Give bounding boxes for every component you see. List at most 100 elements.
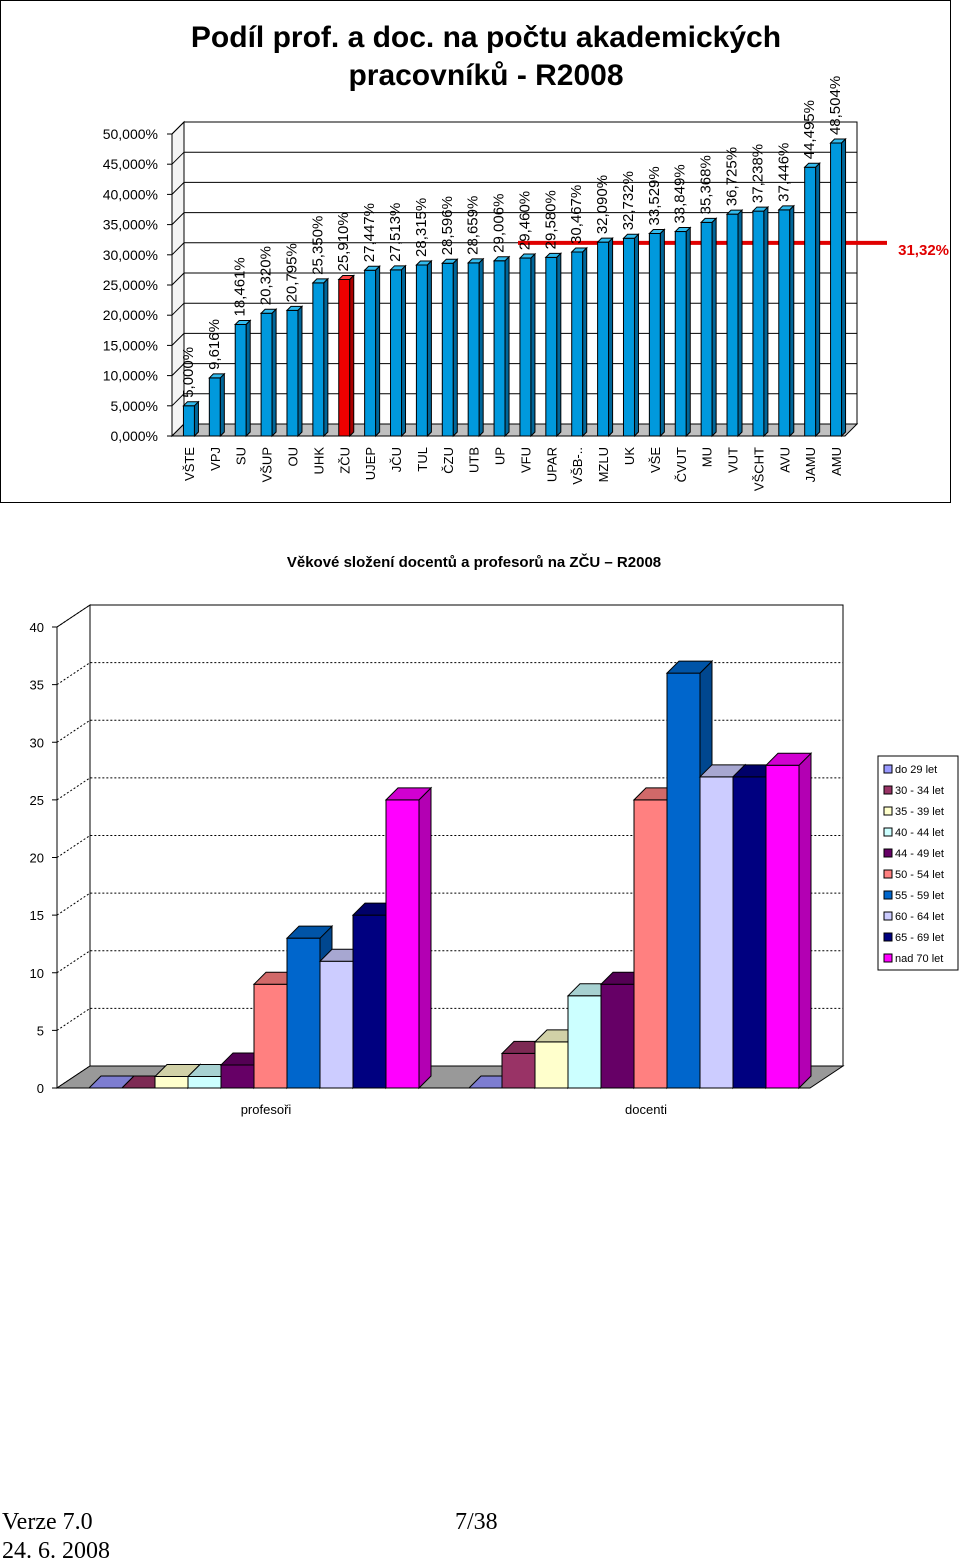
- chart2-bar-face: [253, 983, 288, 1089]
- chart1-data-label: 27,513%: [387, 203, 404, 262]
- chart1-category-label: JAMU: [803, 447, 818, 482]
- chart1-category-label: ČZU: [441, 447, 456, 474]
- chart2-bar-face: [220, 1064, 255, 1089]
- chart2-y-tick-label: 0: [37, 1081, 44, 1096]
- chart1-y-tick-label: 10,000%: [103, 368, 158, 384]
- chart2-legend-swatch: [883, 806, 893, 816]
- chart1-category-label: VŠTE: [182, 447, 197, 481]
- chart2-legend-label: 40 - 44 let: [895, 827, 944, 839]
- chart2-legend-swatch: [883, 848, 893, 858]
- chart1-category-label: VUT: [726, 447, 741, 473]
- chart2-bar-top: [384, 787, 433, 801]
- chart1-y-tick-label: 50,000%: [103, 126, 158, 142]
- chart2-y-tick-label: 25: [30, 793, 44, 808]
- chart1-bar-side: [530, 252, 536, 438]
- chart1-bar-side: [633, 233, 639, 438]
- chart2-gridline: [56, 662, 843, 686]
- chart1-category-label: MZLU: [596, 447, 611, 482]
- chart1-bar: [182, 400, 200, 438]
- chart1-bar: [570, 246, 588, 438]
- chart2-legend-swatch: [883, 911, 893, 921]
- chart2-legend-swatch: [883, 953, 893, 963]
- chart1-bar: [337, 274, 355, 438]
- chart2-y-tick-label: 10: [30, 966, 44, 981]
- chart1-reference-label: 31,32%: [898, 242, 949, 259]
- chart1-data-label: 29,460%: [516, 191, 533, 250]
- chart1-bar-side: [608, 236, 614, 438]
- chart1-title-line: Podíl prof. a doc. na počtu akademických: [191, 21, 781, 54]
- chart2-legend-label: 30 - 34 let: [895, 785, 944, 797]
- chart2-legend-label: do 29 let: [895, 764, 937, 776]
- chart1-data-label: 30,467%: [568, 185, 585, 244]
- chart2-bar-top: [285, 925, 334, 939]
- chart1-gridline: [171, 212, 857, 225]
- chart2-bar-side: [798, 752, 812, 1090]
- chart1-bar-side: [245, 319, 251, 438]
- chart1-bar: [622, 233, 640, 438]
- chart1-bar-side: [556, 252, 562, 438]
- chart1-bar: [699, 217, 718, 438]
- chart1-category-label: VPJ: [208, 447, 223, 471]
- chart2-bar-face: [187, 1075, 222, 1089]
- chart1-category-label: UPAR: [544, 447, 559, 482]
- chart1-category-label: UJEP: [363, 447, 378, 480]
- chart1-data-label: 35,368%: [698, 155, 715, 214]
- chart1-data-label: 25,910%: [335, 212, 352, 271]
- chart1-bar-side: [349, 274, 355, 438]
- chart2-title: Věkové složení docentů a profesorů na ZČ…: [287, 553, 661, 571]
- chart1-category-label: ČVUT: [674, 447, 689, 482]
- chart2-gridline: [56, 892, 843, 916]
- chart2-bar-face: [600, 983, 635, 1089]
- chart1-bar: [389, 264, 407, 438]
- footer-date: 24. 6. 2008: [2, 1538, 110, 1564]
- chart1-category-label: OU: [285, 447, 300, 467]
- chart1-title-line: pracovníků - R2008: [348, 59, 623, 92]
- chart2-bar-face: [352, 914, 387, 1089]
- chart1-y-tick-label: 45,000%: [103, 156, 158, 172]
- chart1-category-label: UP: [493, 447, 508, 465]
- chart1-frame: [0, 0, 951, 503]
- chart1-data-label: 32,732%: [620, 171, 637, 230]
- chart1-bar: [415, 259, 433, 438]
- chart1-category-label: MU: [700, 447, 715, 467]
- chart2-category-label: profesoři: [241, 1102, 292, 1117]
- chart1-category-label: JČU: [389, 447, 404, 472]
- chart1-bar-side: [452, 258, 458, 438]
- chart1-bar-side: [763, 205, 769, 438]
- chart1-category-label: TUL: [415, 447, 430, 472]
- chart1-data-label: 37,446%: [775, 143, 792, 202]
- chart1-bar-side: [478, 257, 484, 438]
- chart1-bar-side: [841, 137, 847, 438]
- chart1-bar-side: [193, 400, 199, 438]
- chart1-bar: [492, 255, 511, 438]
- chart1-data-label: 29,006%: [491, 194, 508, 253]
- chart1-bar: [311, 277, 330, 438]
- chart2-gridline: [56, 604, 843, 628]
- chart1-category-label: ZČU: [337, 447, 352, 474]
- chart1-bar: [596, 236, 614, 438]
- chart1-data-label: 33,529%: [646, 166, 663, 225]
- chart2-side-wall: [56, 604, 91, 1089]
- chart2-age-structure-bar-chart: Věkové složení docentů a profesorů na ZČ…: [30, 553, 959, 1117]
- chart1-y-tick-label: 0,000%: [111, 428, 158, 444]
- chart1-data-label: 20,795%: [283, 243, 300, 302]
- chart1-data-label: 25,350%: [309, 216, 326, 275]
- chart2-bar-face: [534, 1041, 569, 1089]
- chart1-bar: [751, 205, 770, 438]
- chart2-bar-top: [764, 752, 813, 766]
- chart1-bar-side: [504, 255, 510, 438]
- chart2-legend-label: 65 - 69 let: [895, 932, 944, 944]
- chart2-legend-label: 55 - 59 let: [895, 890, 944, 902]
- chart1-gridline: [171, 121, 857, 135]
- chart2-y-tick-label: 20: [30, 851, 44, 866]
- chart2-bar-side: [418, 786, 432, 1090]
- chart1-y-tick-label: 40,000%: [103, 186, 158, 202]
- chart2-legend-swatch: [883, 890, 893, 900]
- chart1-data-label: 9,616%: [206, 319, 223, 370]
- chart2-y-tick-label: 30: [30, 735, 44, 750]
- chart1-bar: [674, 226, 692, 438]
- chart1-y-tick-label: 15,000%: [103, 337, 158, 353]
- chart1-y-tick-label: 30,000%: [103, 247, 158, 263]
- chart1-bar-side: [659, 228, 665, 438]
- chart2-gridline: [56, 719, 843, 743]
